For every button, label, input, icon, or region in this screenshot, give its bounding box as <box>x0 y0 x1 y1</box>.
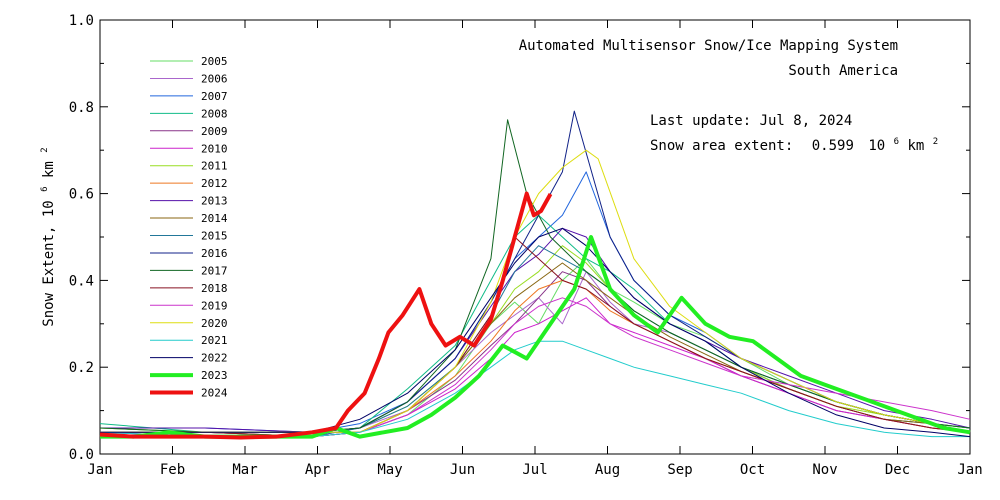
series-line-2006 <box>100 271 971 438</box>
last-update-text: Last update: Jul 8, 2024 <box>650 113 852 129</box>
ylabel-exp2: 2 <box>40 147 50 152</box>
series-line-2011 <box>99 245 971 433</box>
legend-label-2017: 2017 <box>201 264 228 277</box>
y-tick-label: 0.2 <box>69 360 94 376</box>
legend-label-2023: 2023 <box>201 369 228 382</box>
x-tick-label: Dec <box>885 462 910 478</box>
ylabel-exp1: 6 <box>40 186 50 191</box>
legend-label-2007: 2007 <box>201 90 228 103</box>
legend-label-2024: 2024 <box>201 387 228 400</box>
snow-extent-readout: Snow area extent: 0.599 10 6 km 2 <box>650 132 938 154</box>
extent-unit-km-exp: 2 <box>933 137 938 147</box>
extent-unit-base: 10 <box>868 138 885 154</box>
series-line-2018 <box>100 236 971 438</box>
legend-label-2015: 2015 <box>201 230 228 243</box>
x-tick-label: Jun <box>450 462 475 478</box>
y-tick-label: 0.6 <box>69 187 94 203</box>
x-tick-label: Feb <box>160 462 185 478</box>
x-tick-label: Nov <box>812 462 837 478</box>
extent-unit-exp: 6 <box>894 137 899 147</box>
y-axis: 0.0 0.2 0.4 0.6 0.8 1.0 <box>69 13 970 463</box>
legend-label-2012: 2012 <box>201 177 228 190</box>
legend-label-2013: 2013 <box>201 195 228 208</box>
series-line-2024 <box>99 191 553 440</box>
series-line-2012 <box>100 279 971 438</box>
ylabel-km: km <box>41 161 57 178</box>
series-line-2013 <box>100 227 971 433</box>
x-tick-label: Aug <box>595 462 620 478</box>
series-line-2009 <box>99 271 971 438</box>
x-tick-label: May <box>377 462 402 478</box>
extent-unit-km: km <box>907 138 924 154</box>
legend-label-2005: 2005 <box>201 55 228 68</box>
x-tick-label: Jan <box>87 462 112 478</box>
legend-label-2006: 2006 <box>201 72 228 85</box>
legend-label-2022: 2022 <box>201 352 228 365</box>
legend-label-2020: 2020 <box>201 317 228 330</box>
series-line-2008 <box>99 214 971 433</box>
legend-label-2010: 2010 <box>201 142 228 155</box>
y-axis-title: Snow Extent, 10 6 km 2 <box>35 147 57 326</box>
legend-label-2011: 2011 <box>201 160 228 173</box>
x-axis: Jan Feb Mar Apr May Jun Jul Aug Sep Oct Nov Dec Jan <box>87 20 983 478</box>
chart-title-line-2: South America <box>788 63 898 79</box>
x-tick-label: Mar <box>232 462 257 478</box>
ylabel-main: Snow Extent, 10 <box>41 200 57 326</box>
y-tick-label: 0.0 <box>69 447 94 463</box>
extent-value: 0.599 <box>812 138 854 154</box>
x-tick-label: Jul <box>522 462 547 478</box>
series-line-2021 <box>99 340 970 438</box>
x-tick-label: Apr <box>305 462 330 478</box>
series-line-2019 <box>99 297 971 438</box>
legend-label-2016: 2016 <box>201 247 228 260</box>
chart-title-line-1: Automated Multisensor Snow/Ice Mapping S… <box>519 38 898 54</box>
y-tick-label: 0.4 <box>69 273 94 289</box>
series-line-2020 <box>100 149 971 433</box>
series-line-2017 <box>99 119 971 433</box>
series-line-2023 <box>100 235 971 439</box>
legend-label-2009: 2009 <box>201 125 228 138</box>
legend-label-2018: 2018 <box>201 282 228 295</box>
x-tick-label: Sep <box>667 462 692 478</box>
extent-label: Snow area extent: <box>650 138 793 154</box>
series-line-2016 <box>100 110 971 433</box>
y-tick-label: 1.0 <box>69 13 94 29</box>
series-layer <box>99 110 971 440</box>
series-line-2022 <box>100 227 971 438</box>
legend-label-2008: 2008 <box>201 107 228 120</box>
x-tick-label: Jan <box>957 462 982 478</box>
legend-label-2014: 2014 <box>201 212 228 225</box>
legend: 2005 2006 2007 2008 2009 2010 2011 2012 2013 2014… <box>150 55 228 400</box>
legend-label-2019: 2019 <box>201 299 228 312</box>
y-tick-label: 0.8 <box>69 100 94 116</box>
legend-label-2021: 2021 <box>201 334 228 347</box>
series-line-2010 <box>100 297 971 433</box>
x-tick-label: Oct <box>740 462 765 478</box>
